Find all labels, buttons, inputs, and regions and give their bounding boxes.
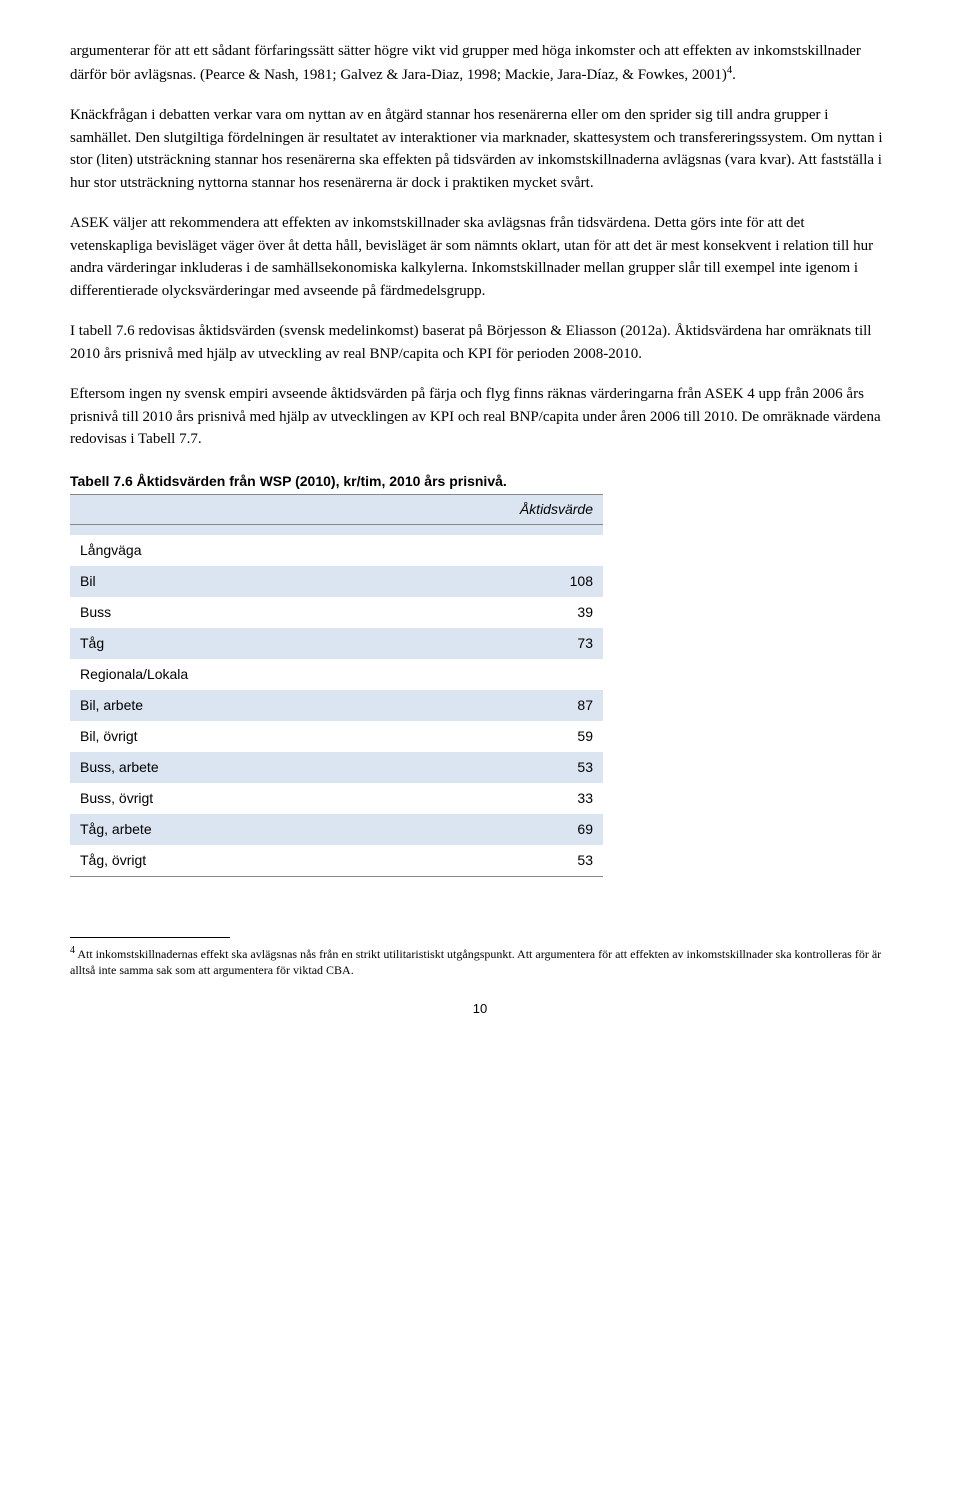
table-cell-value: 39: [379, 597, 603, 628]
table-row: Buss, övrigt33: [70, 783, 603, 814]
table-cell-label: Buss, arbete: [70, 752, 379, 783]
table-row: Tåg73: [70, 628, 603, 659]
aktid-table: Åktidsvärde LångvägaBil108Buss39Tåg73Reg…: [70, 494, 603, 877]
paragraph-3: ASEK väljer att rekommendera att effekte…: [70, 212, 890, 302]
table-cell-label: Regionala/Lokala: [70, 659, 379, 690]
paragraph-2: Knäckfrågan i debatten verkar vara om ny…: [70, 104, 890, 194]
paragraph-1-text: argumenterar för att ett sådant förfarin…: [70, 43, 861, 83]
paragraph-1: argumenterar för att ett sådant förfarin…: [70, 40, 890, 86]
table-row: Bil, övrigt59: [70, 721, 603, 752]
table-cell-label: Tåg, arbete: [70, 814, 379, 845]
table-cell-value: 87: [379, 690, 603, 721]
table-cell-value: 73: [379, 628, 603, 659]
table-cell-value: 53: [379, 752, 603, 783]
table-header-empty: [70, 494, 379, 524]
paragraph-4: I tabell 7.6 redovisas åktidsvärden (sve…: [70, 320, 890, 365]
table-cell-label: Bil, arbete: [70, 690, 379, 721]
table-row: Tåg, övrigt53: [70, 845, 603, 877]
table-row: Buss, arbete53: [70, 752, 603, 783]
table-cell-value: 59: [379, 721, 603, 752]
page-number: 10: [70, 999, 890, 1019]
table-cell-label: Bil: [70, 566, 379, 597]
table-caption: Tabell 7.6 Åktidsvärden från WSP (2010),…: [70, 471, 890, 492]
table-cell-value: 33: [379, 783, 603, 814]
table-cell-label: Långväga: [70, 535, 379, 566]
table-cell-value: 53: [379, 845, 603, 877]
table-cell-value: 108: [379, 566, 603, 597]
table-cell-value: 69: [379, 814, 603, 845]
table-cell-label: Tåg: [70, 628, 379, 659]
table-cell-value: [379, 535, 603, 566]
table-cell-label: Tåg, övrigt: [70, 845, 379, 877]
table-row: Tåg, arbete69: [70, 814, 603, 845]
table-cell-value: [379, 659, 603, 690]
table-row: Bil108: [70, 566, 603, 597]
table-row: Bil, arbete87: [70, 690, 603, 721]
paragraph-5: Eftersom ingen ny svensk empiri avseende…: [70, 383, 890, 451]
table-cell-label: Bil, övrigt: [70, 721, 379, 752]
table-row: Regionala/Lokala: [70, 659, 603, 690]
table-row: Långväga: [70, 535, 603, 566]
paragraph-1-tail: .: [732, 67, 736, 83]
table-header-value: Åktidsvärde: [379, 494, 603, 524]
table-cell-label: Buss, övrigt: [70, 783, 379, 814]
table-cell-label: Buss: [70, 597, 379, 628]
footnote-text: Att inkomstskillnadernas effekt ska avlä…: [70, 947, 881, 978]
footnote-separator: [70, 937, 230, 938]
table-row: Buss39: [70, 597, 603, 628]
footnote-4: 4 Att inkomstskillnadernas effekt ska av…: [70, 944, 890, 980]
